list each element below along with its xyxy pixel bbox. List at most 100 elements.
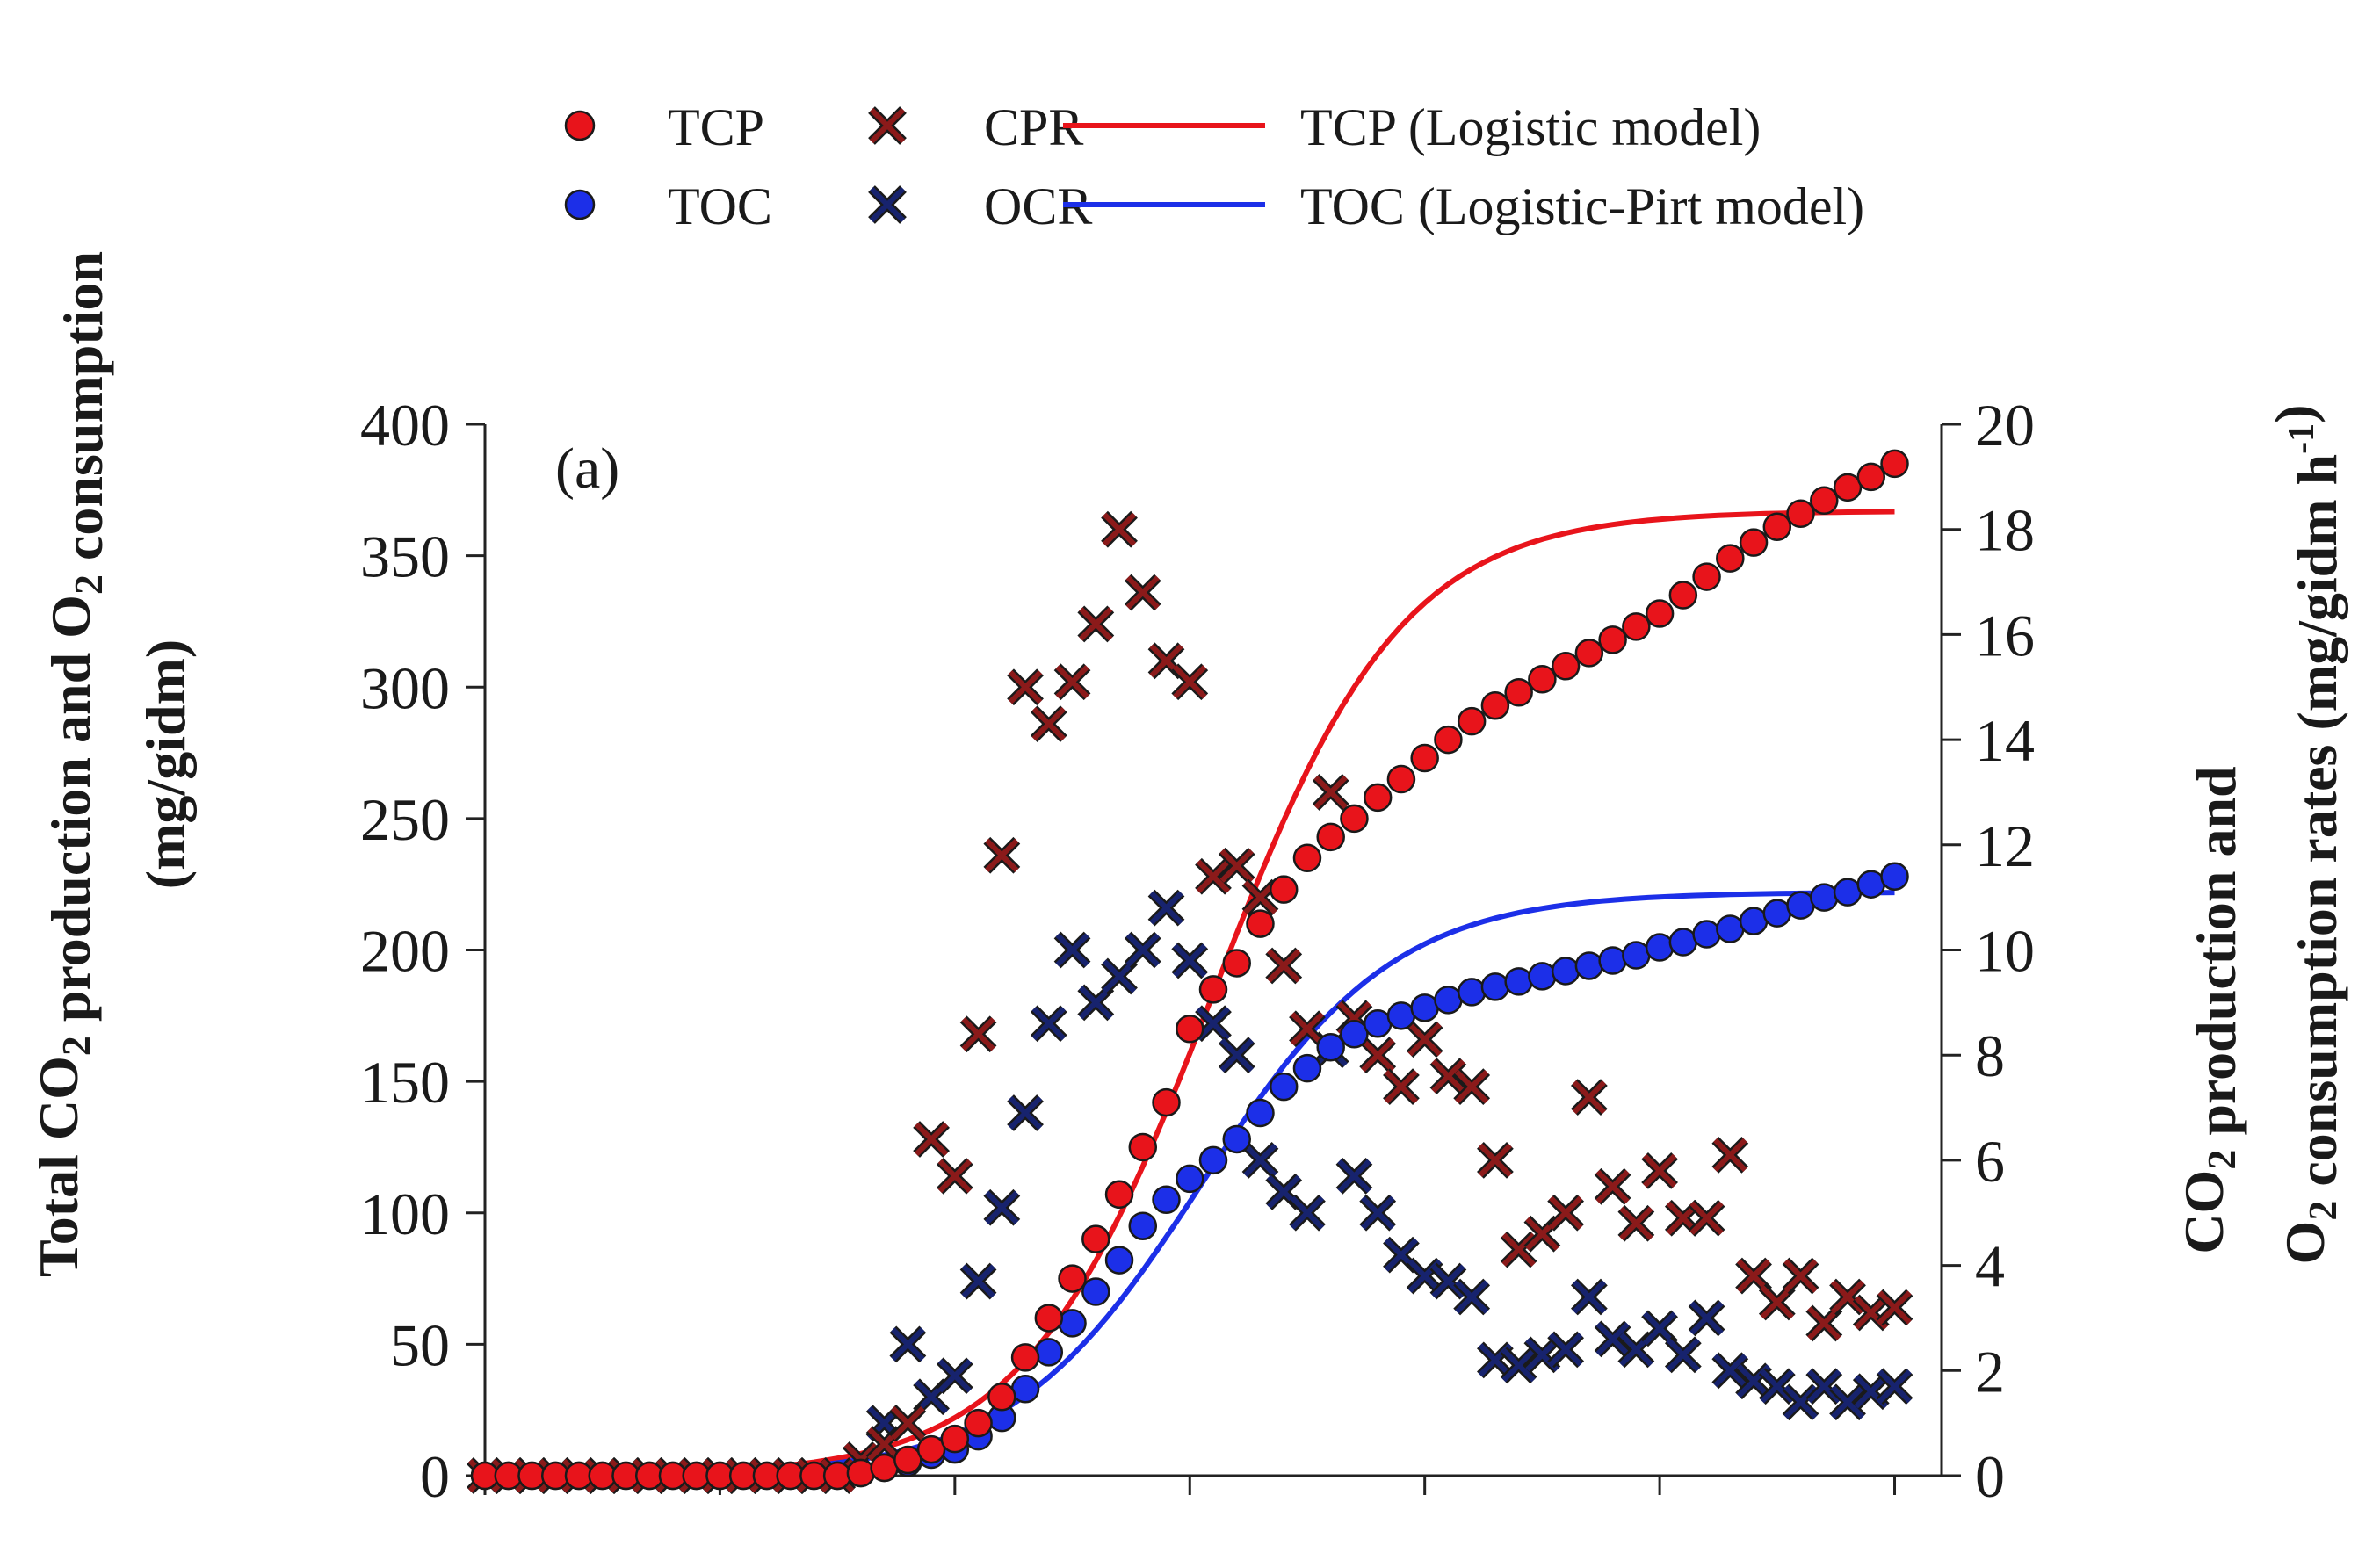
ocr-point [983,1188,1021,1226]
cpr-point [889,1405,927,1442]
ocr-point [1429,1262,1467,1300]
tcp-point [1622,612,1651,641]
ocr-point [1758,1368,1796,1405]
cpr-point [1007,668,1044,706]
tcp-point [1363,783,1393,813]
ocr-point [1688,1299,1725,1337]
cpr-point [1453,1068,1491,1105]
toc-point [1762,899,1792,928]
ocr-point [959,1262,997,1300]
tcp-point [870,1453,899,1483]
tcp-point [1104,1180,1134,1210]
cpr-point [1782,1257,1819,1295]
toc-point [1340,1020,1369,1049]
cpr-point [1429,1058,1467,1095]
ocr-point [1782,1383,1819,1421]
model-lines [485,509,1895,1478]
ocr-point [1876,1368,1913,1405]
tcp-point [940,1424,970,1454]
tcp-point [893,1445,922,1475]
y-tick-label-left: 200 [360,918,450,985]
cpr-point [913,1121,950,1158]
tcp-point [964,1408,993,1438]
ocr-point [1664,1336,1702,1374]
panel-label: (a) [555,437,619,501]
toc-point [1622,941,1651,970]
markers [467,449,1913,1494]
ocr-point [1547,1331,1585,1369]
tcp-point [1480,690,1510,720]
ocr-point [1594,1320,1631,1358]
ocr-point [1500,1347,1537,1384]
tcp-point [1810,486,1839,516]
y-tick-label-right: 10 [1975,918,2035,985]
toc_model-legend-label: TOC (Logistic-Pirt model) [1300,177,1864,235]
ocr-point [1077,984,1115,1022]
y-axis-title-left-line1: Total CO2 production and O2 consumption [27,251,114,1277]
tcp-point [1692,562,1721,591]
tcp-point [1058,1264,1087,1293]
tcp-point [1246,909,1275,938]
tcp-point [1152,1087,1181,1117]
tcp-point [1716,544,1745,573]
cpr-point [1053,663,1091,701]
cpr-point [1829,1278,1866,1316]
ocr-point [1335,1157,1373,1195]
toc-point [1034,1338,1064,1367]
tcp-point [1269,875,1299,904]
ocr-point [1147,889,1185,927]
cpr-point [1312,774,1349,811]
y-tick-label-left: 300 [360,654,450,721]
ocr-legend-marker [868,185,907,224]
toc-point [1434,986,1463,1015]
cpr-point [1711,1137,1749,1174]
cpr-point [1805,1304,1843,1342]
y-tick-label-right: 0 [1975,1443,2005,1510]
ocr-point [936,1357,973,1395]
toc-point [1176,1164,1204,1194]
tcp-point [1528,665,1557,694]
y-tick-label-right: 8 [1975,1022,2005,1089]
y-tick-label-right: 16 [1975,602,2035,668]
legend: TCP CPR TCP (Logistic model)TOC OCR TOC (Log… [564,98,1864,235]
toc-point [1246,1098,1275,1128]
y-tick-label-right: 12 [1975,813,2035,879]
ocr-point [1030,1005,1067,1043]
ocr-point [1241,1142,1279,1179]
cpr-legend-marker [868,106,907,145]
toc-point [1198,1145,1228,1175]
ocr-point [1101,957,1138,995]
cpr-point [1030,705,1067,743]
tcp-point [1833,473,1863,502]
tcp-point [1340,804,1369,834]
cpr-point [1406,1021,1443,1058]
toc-point [1010,1374,1040,1404]
cpr-point [1500,1231,1537,1268]
tcp-point [916,1434,946,1464]
cpr-point [1570,1079,1608,1116]
toc-point [1410,993,1439,1022]
cpr-point [1265,947,1303,985]
y-tick-label-left: 400 [360,392,450,459]
ocr-point [1218,1037,1255,1074]
toc-point [1504,967,1533,996]
toc-point [1574,951,1604,980]
y-tick-label-right: 18 [1975,497,2035,564]
y-tick-label-left: 150 [360,1049,450,1116]
tcp-point [1010,1343,1040,1372]
tcp-point [1034,1304,1064,1333]
tcp-point [1645,599,1675,628]
ocr-point [1711,1352,1749,1390]
toc-point [1786,891,1815,920]
cpr-point [1688,1199,1725,1237]
y-axis-title-left: Total CO2 production and O2 consumption(… [27,251,197,1277]
ocr-point [1124,931,1161,969]
toc-point [1081,1277,1110,1306]
tcp-point [1574,639,1604,668]
tcp-legend-label: TCP [668,98,764,156]
toc-legend-label: TOC [668,177,772,235]
tcp-point [1176,1015,1204,1044]
ocr-point [1359,1194,1397,1232]
ocr-point [1453,1278,1491,1316]
